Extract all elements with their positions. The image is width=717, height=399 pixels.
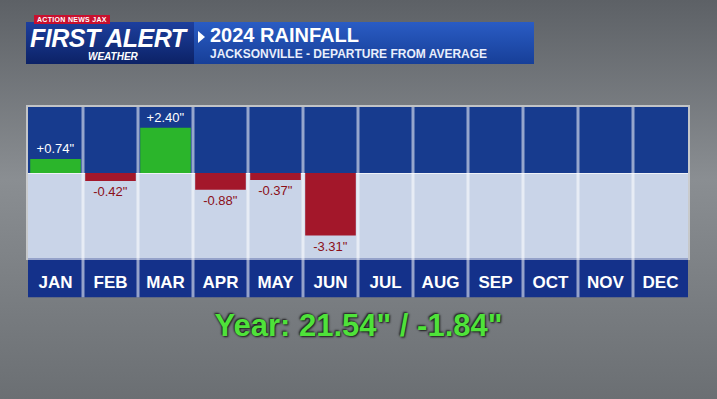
svg-text:DEC: DEC (643, 273, 679, 292)
svg-text:MAY: MAY (257, 273, 294, 292)
svg-text:JUN: JUN (313, 273, 347, 292)
html-text:ACTION NEWS JAX: ACTION NEWS JAX (37, 16, 107, 23)
svg-text:-3.31": -3.31" (313, 239, 348, 254)
svg-text:-0.42": -0.42" (93, 184, 128, 199)
svg-text:-0.88": -0.88" (203, 193, 238, 208)
html-text:WEATHER: WEATHER (88, 51, 138, 62)
svg-text:OCT: OCT (533, 273, 570, 292)
svg-text:APR: APR (203, 273, 239, 292)
svg-text:-0.37": -0.37" (258, 183, 293, 198)
svg-text:AUG: AUG (422, 273, 460, 292)
svg-text:FEB: FEB (94, 273, 128, 292)
svg-text:NOV: NOV (587, 273, 625, 292)
svg-text:+2.40": +2.40" (147, 110, 185, 125)
html-text:2024 RAINFALL: 2024 RAINFALL (210, 24, 359, 46)
html-text:JACKSONVILLE - DEPARTURE FROM: JACKSONVILLE - DEPARTURE FROM AVERAGE (210, 47, 488, 61)
html-text:Year: 21.54" / -1.84": Year: 21.54" / -1.84" (214, 308, 503, 343)
svg-text:JUL: JUL (369, 273, 401, 292)
html-text:FIRST ALERT: FIRST ALERT (30, 24, 186, 52)
svg-text:MAR: MAR (146, 273, 185, 292)
svg-text:JAN: JAN (38, 273, 72, 292)
svg-text:SEP: SEP (478, 273, 512, 292)
svg-text:+0.74": +0.74" (37, 141, 75, 156)
